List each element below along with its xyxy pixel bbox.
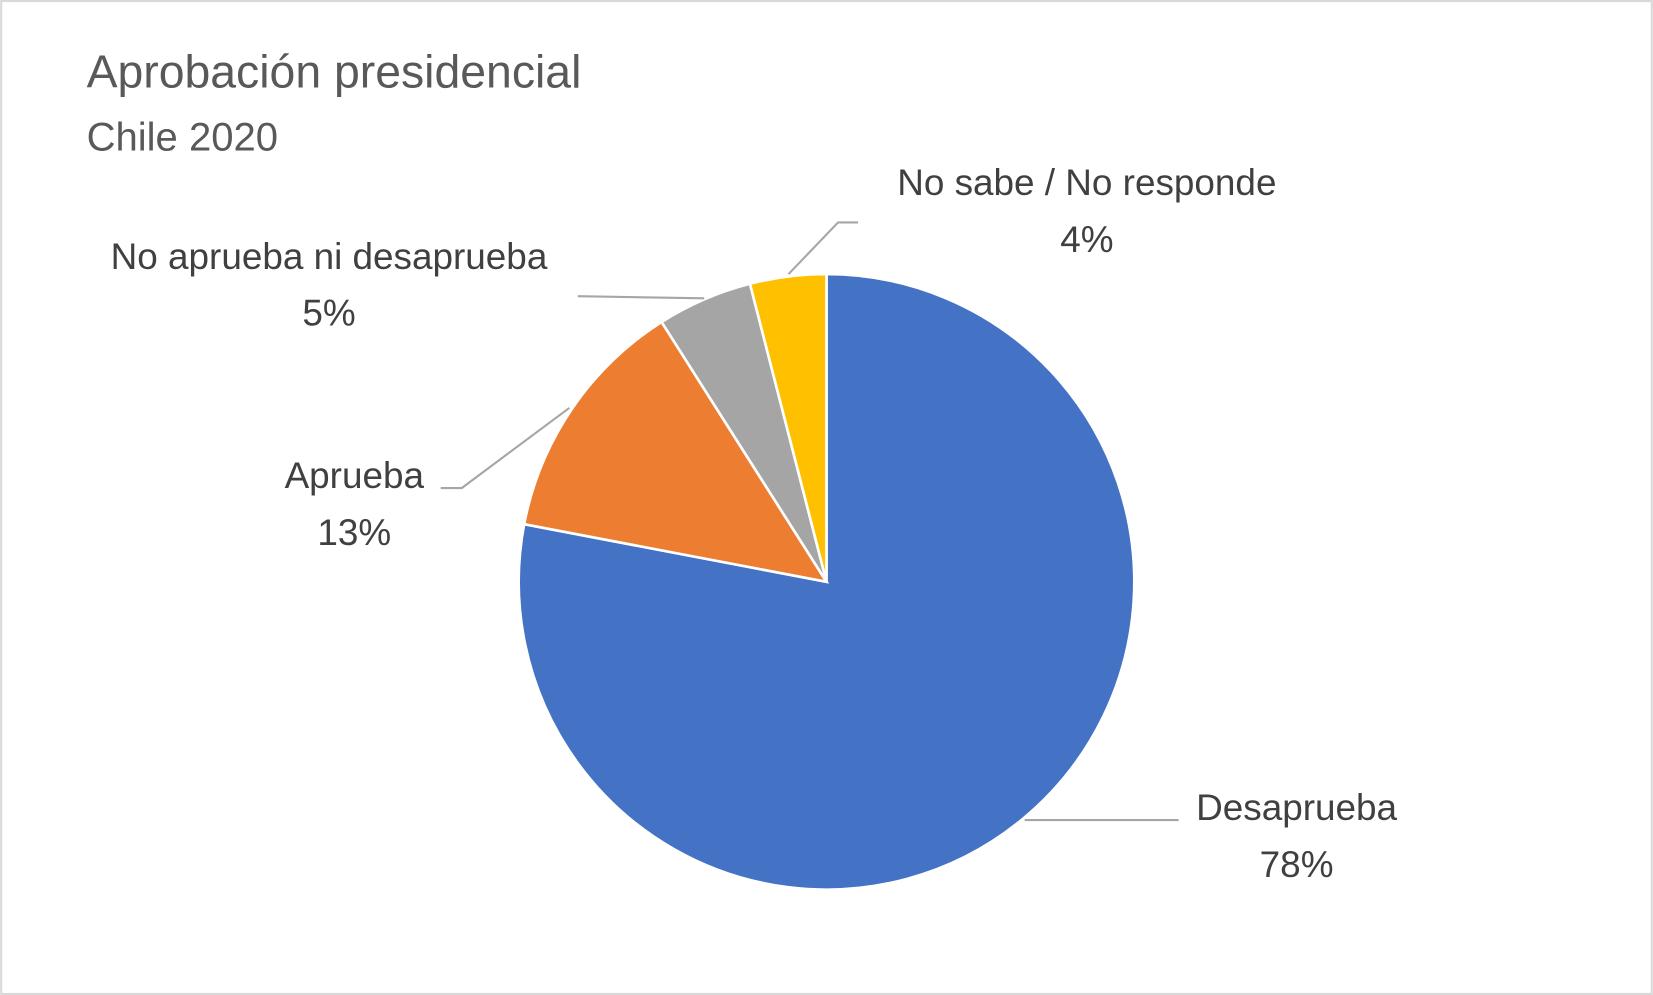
pie-slice-desaprueba xyxy=(517,272,1136,891)
value-label-no-aprueba-ni-desaprueba: 5% xyxy=(302,293,355,334)
data-labels: Desaprueba 78% Aprueba 13% No aprueba ni des… xyxy=(111,162,1398,885)
leader-lines xyxy=(440,221,1179,822)
value-label-desaprueba: 78% xyxy=(1260,844,1334,885)
value-label-aprueba: 13% xyxy=(317,512,391,553)
chart-subtitle: Chile 2020 xyxy=(87,116,278,160)
category-label-no-aprueba-ni-desaprueba: No aprueba ni desaprueba xyxy=(111,236,548,277)
pie-slice-aprueba xyxy=(522,320,830,584)
category-label-desaprueba: Desaprueba xyxy=(1196,787,1397,828)
category-label-aprueba: Aprueba xyxy=(285,455,425,496)
leader-line-aprueba xyxy=(440,407,570,490)
chart-title: Aprobación presidencial xyxy=(87,45,582,97)
value-label-no-sabe-no-responde: 4% xyxy=(1060,219,1113,260)
category-label-no-sabe-no-responde: No sabe / No responde xyxy=(897,162,1276,203)
pie-slice-no-sabe-no-responde xyxy=(748,272,828,583)
leader-line-no-sabe-no-responde xyxy=(787,221,859,275)
pie-slices xyxy=(517,272,1136,891)
leader-line-no-aprueba-ni-desaprueba xyxy=(577,295,705,300)
